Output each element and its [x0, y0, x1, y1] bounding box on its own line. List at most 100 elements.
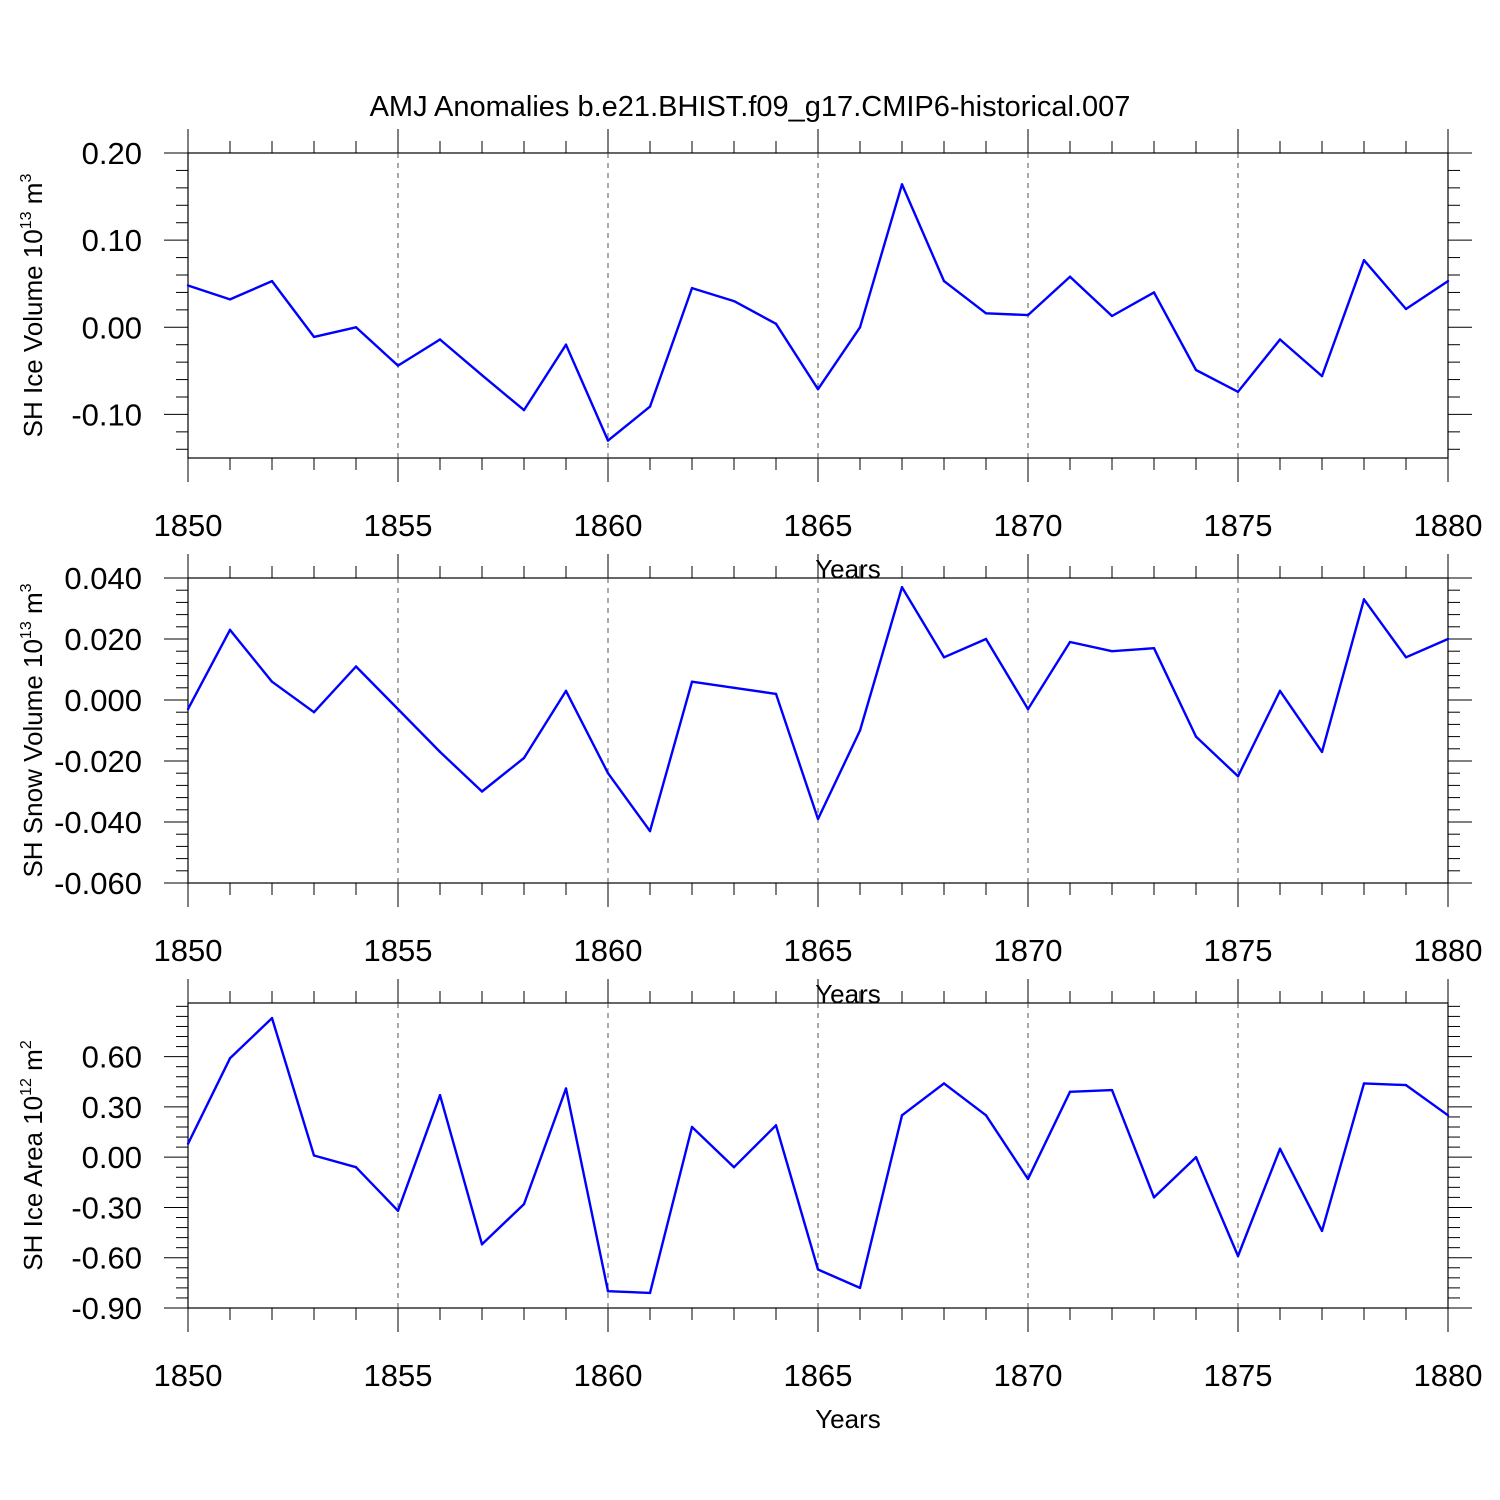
data-point [942, 656, 946, 659]
x-tick-label: 1880 [1414, 508, 1483, 543]
y-tick-label: -0.90 [71, 1291, 142, 1326]
y-tick-label: 0.20 [82, 136, 142, 171]
data-point [1110, 314, 1114, 318]
panel-2: -0.060 -0.040 -0.020 0.000 0.020 0.040 1850 185… [18, 554, 1482, 1009]
y-axis-title: SH Snow Volume 1013 m3 [18, 583, 48, 877]
panel-3: -0.90 -0.60 -0.30 0.00 0.30 0.60 1850 1855 1860 1… [18, 979, 1482, 1434]
data-point [1362, 258, 1366, 262]
data-point [438, 1093, 442, 1097]
data-point [732, 299, 736, 303]
y-axis-title-sup: 13 [18, 621, 35, 639]
data-point [228, 1057, 232, 1060]
y-tick-label: -0.60 [71, 1241, 142, 1276]
x-tick-label: 1880 [1414, 1358, 1483, 1393]
x-tick-label: 1860 [574, 933, 643, 968]
data-point [900, 183, 904, 186]
data-point [312, 711, 316, 714]
data-point [480, 1243, 484, 1246]
data-point [186, 1142, 190, 1145]
data-point [564, 343, 568, 346]
data-point [1194, 735, 1198, 738]
data-point [1068, 275, 1072, 278]
data-point [942, 279, 946, 283]
data-point [1320, 750, 1324, 754]
data-point [732, 1166, 736, 1169]
data-point [606, 772, 610, 775]
data-point [396, 1209, 400, 1213]
figure-title: AMJ Anomalies b.e21.BHIST.f09_g17.CMIP6-… [370, 91, 1131, 123]
y-axis-title-sup: 3 [18, 174, 35, 183]
data-point [564, 689, 568, 693]
data-point [1362, 1082, 1366, 1085]
data-point [1026, 313, 1030, 317]
x-axis-title: Years [815, 979, 881, 1009]
data-point [354, 326, 358, 329]
data-point [1110, 1088, 1114, 1092]
y-axis-title: SH Ice Volume 1013 m3 [18, 174, 48, 438]
data-point [690, 1125, 694, 1129]
data-point [1404, 656, 1408, 659]
y-axis-title-sup: 2 [18, 1040, 35, 1049]
y-tick-label: 0.10 [82, 223, 142, 258]
data-point [648, 1291, 652, 1295]
data-point [1068, 1090, 1072, 1094]
y-tick-label: -0.30 [71, 1190, 142, 1225]
data-point [312, 1154, 316, 1157]
data-point [1320, 374, 1324, 378]
y-tick-label: 0.60 [82, 1040, 142, 1075]
x-tick-label: 1865 [784, 508, 853, 543]
y-tick-label: 0.00 [82, 1140, 142, 1175]
data-point [1278, 1147, 1282, 1150]
data-point [984, 637, 988, 641]
y-tick-label: 0.020 [64, 622, 142, 657]
data-point [270, 279, 274, 283]
y-axis-title-unit: m [18, 183, 48, 212]
x-tick-label: 1870 [994, 508, 1063, 543]
data-point [438, 338, 442, 341]
data-point [690, 680, 694, 683]
panel-1: -0.10 0.00 0.10 0.20 1850 1855 1860 1865 1870 187… [18, 129, 1482, 584]
x-tick-label: 1855 [364, 508, 433, 543]
x-tick-label: 1870 [994, 933, 1063, 968]
x-tick-label: 1880 [1414, 933, 1483, 968]
data-point [606, 439, 610, 442]
x-tick-label: 1850 [154, 933, 223, 968]
y-axis-title-text: SH Ice Area 10 [18, 1096, 48, 1271]
data-point [1236, 775, 1240, 778]
data-point [774, 322, 778, 325]
data-point [1110, 650, 1114, 653]
data-point [480, 790, 484, 793]
data-point [1362, 598, 1366, 601]
data-point [1446, 279, 1450, 283]
data-point [396, 364, 400, 367]
data-point [1446, 1114, 1450, 1117]
x-tick-label: 1875 [1204, 933, 1273, 968]
data-point [522, 1202, 526, 1206]
x-tick-label: 1850 [154, 508, 223, 543]
data-point [858, 326, 862, 329]
y-axis-title-unit: m [18, 1049, 48, 1078]
y-axis-title-sup: 13 [18, 211, 35, 229]
series-line [187, 183, 1449, 442]
data-point [900, 585, 904, 589]
data-point [1404, 307, 1408, 311]
x-tick-label: 1870 [994, 1358, 1063, 1393]
data-point [816, 1268, 820, 1271]
y-axis-title: SH Ice Area 1012 m2 [18, 1040, 48, 1271]
data-point [522, 756, 526, 760]
data-point [186, 707, 190, 711]
data-point [942, 1082, 946, 1085]
y-tick-label: -0.040 [54, 805, 142, 840]
data-point [606, 1290, 610, 1293]
data-point [1194, 368, 1198, 372]
data-point [228, 298, 232, 301]
data-point [732, 686, 736, 689]
panels: -0.10 0.00 0.10 0.20 1850 1855 1860 1865 1870 187… [18, 129, 1482, 1434]
x-tick-label: 1875 [1204, 508, 1273, 543]
data-point [312, 335, 316, 339]
data-point [396, 707, 400, 711]
data-point [984, 1114, 988, 1117]
data-point [1194, 1155, 1198, 1159]
data-point [1404, 1083, 1408, 1087]
y-axis-title-text: SH Ice Volume 10 [18, 229, 48, 437]
